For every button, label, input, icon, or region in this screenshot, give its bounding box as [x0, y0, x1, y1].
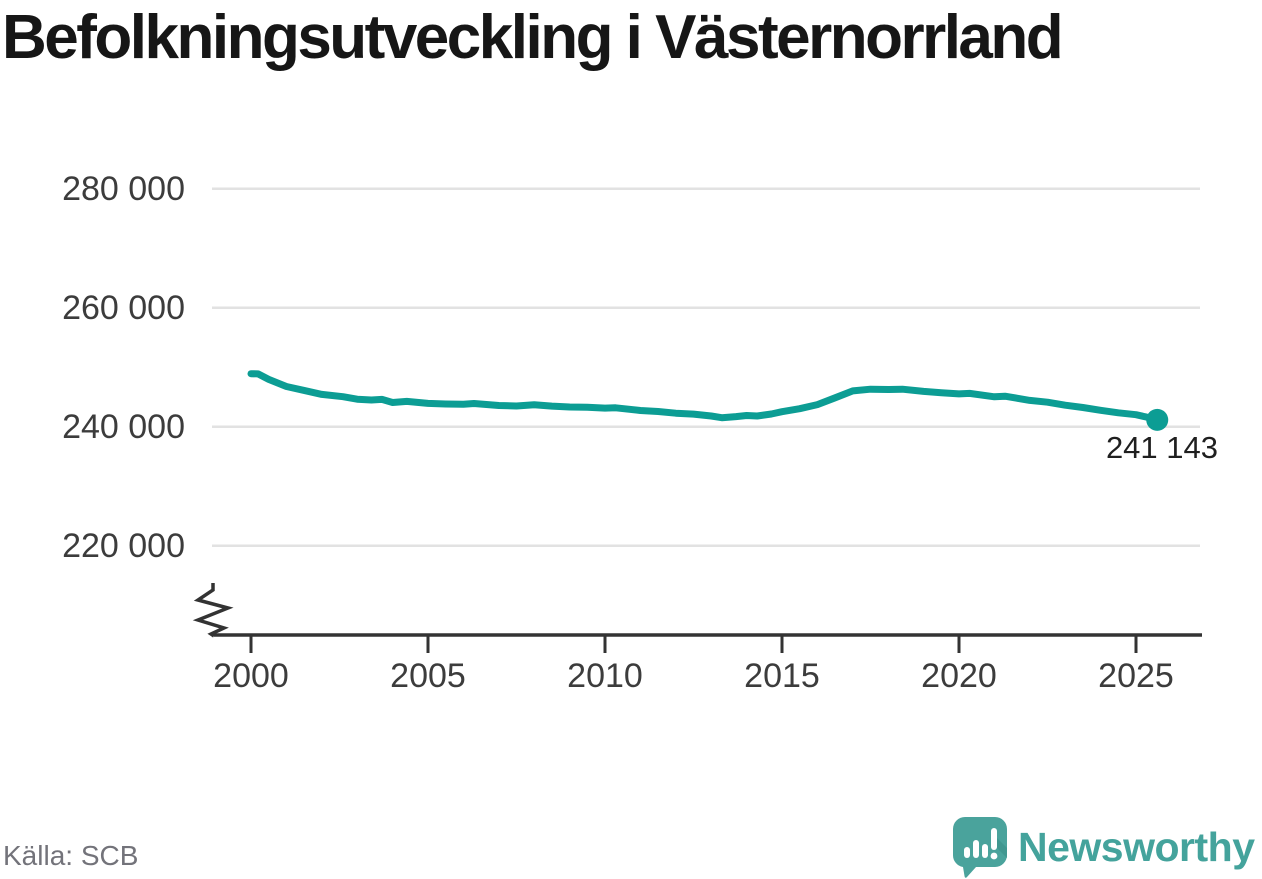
x-axis-tick-label: 2000 — [213, 657, 289, 695]
axis-break-icon — [192, 583, 234, 638]
chart-title: Befolkningsutveckling i Västernorrland — [2, 3, 1064, 72]
newsworthy-logo: Newsworthy — [952, 816, 1255, 878]
y-axis-tick-label: 240 000 — [62, 407, 185, 446]
y-axis-tick-label: 280 000 — [62, 169, 185, 208]
x-axis-tick-label: 2005 — [390, 657, 466, 695]
end-value-label: 241 143 — [1105, 430, 1218, 465]
x-axis-tick-label: 2010 — [567, 657, 643, 695]
y-axis-tick-label: 220 000 — [62, 526, 185, 565]
newsworthy-chart-bubble-icon — [952, 817, 1007, 878]
x-axis-tick-label: 2025 — [1098, 657, 1174, 695]
x-axis-tick-label: 2020 — [921, 657, 997, 695]
population-line — [247, 370, 1161, 424]
y-axis-tick-label: 260 000 — [62, 288, 185, 327]
end-point-marker — [1146, 408, 1169, 431]
source-caption: Källa: SCB — [3, 840, 139, 871]
newsworthy-logo-text: Newsworthy — [1018, 823, 1255, 870]
x-axis-tick-label: 2015 — [744, 657, 820, 695]
